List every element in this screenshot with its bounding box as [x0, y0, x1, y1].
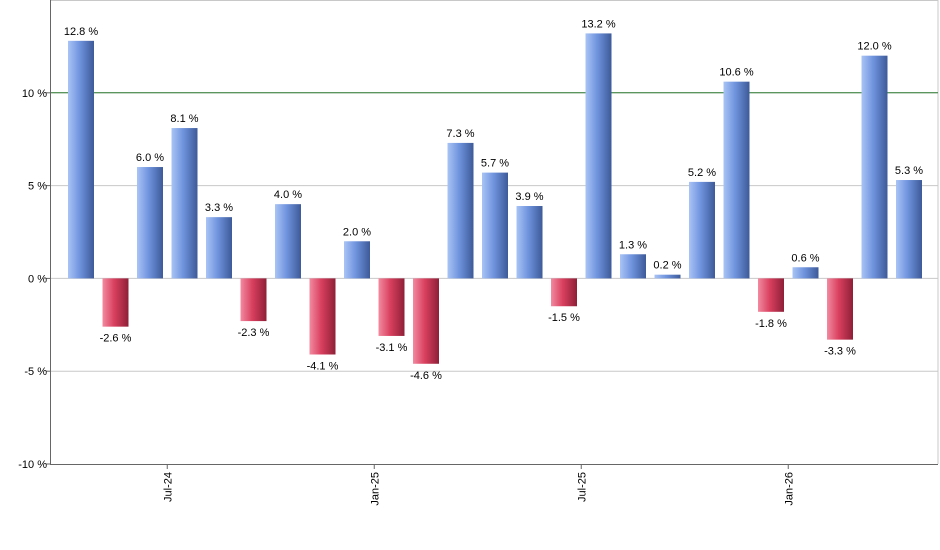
bar-value-label: 3.9 % — [515, 191, 543, 203]
bar-positive — [689, 181, 715, 279]
bar-positive — [896, 180, 922, 279]
bar-positive — [620, 254, 646, 279]
bar-positive — [516, 206, 543, 279]
bar-positive — [206, 217, 232, 279]
bar-value-label: -1.8 % — [755, 318, 787, 330]
x-tick-label: Jul-25 — [576, 472, 588, 502]
bar-value-label: 7.3 % — [446, 128, 474, 140]
bar-negative — [309, 278, 336, 355]
bar-value-label: 2.0 % — [343, 226, 371, 238]
bar-negative — [378, 278, 405, 336]
bar-negative — [551, 278, 577, 307]
x-tick-label: Jan-26 — [783, 472, 795, 506]
bar-negative — [758, 278, 784, 312]
bar-value-label: -3.3 % — [824, 346, 856, 358]
x-tick-label: Jul-24 — [162, 472, 174, 502]
bar-value-label: 5.3 % — [895, 165, 923, 177]
bar-value-label: -4.1 % — [307, 360, 339, 372]
bar-value-label: -2.6 % — [100, 333, 132, 345]
bar-value-label: 0.6 % — [791, 252, 819, 264]
bar-value-label: 5.2 % — [688, 167, 716, 179]
bar-value-label: 12.8 % — [64, 26, 98, 38]
bar-positive — [447, 142, 474, 279]
bar-value-label: 6.0 % — [136, 152, 164, 164]
bar-value-label: 5.7 % — [481, 158, 509, 170]
y-tick-label: -10 % — [18, 459, 47, 471]
bar-negative — [240, 278, 267, 322]
bar-positive — [171, 128, 198, 279]
bar-value-label: 0.2 % — [653, 260, 681, 272]
bar-negative — [827, 278, 853, 340]
bar-value-label: 12.0 % — [857, 41, 891, 53]
y-tick-label: -5 % — [24, 366, 47, 378]
bar-positive — [723, 81, 750, 279]
bar-value-label: -3.1 % — [376, 342, 408, 354]
bar-positive — [68, 40, 94, 279]
data-labels: 12.8 % -2.6 % 6.0 % 8.1 % 3.3 % -2.3 % 4.0 % -4… — [64, 18, 923, 381]
y-tick-label: 10 % — [22, 88, 47, 100]
bar-positive — [275, 204, 301, 279]
y-tick-label: 0 % — [28, 273, 47, 285]
bar-value-label: 10.6 % — [719, 67, 753, 79]
bar-positive — [792, 267, 819, 279]
bar-value-label: 8.1 % — [170, 113, 198, 125]
bar-positive — [654, 274, 681, 279]
y-tick-label: 5 % — [28, 181, 47, 193]
bar-value-label: 3.3 % — [205, 202, 233, 214]
bar-positive — [585, 33, 612, 279]
bar-value-label: -1.5 % — [548, 312, 580, 324]
bar-positive — [861, 55, 888, 279]
bar-positive — [344, 241, 370, 279]
bar-value-label: 13.2 % — [581, 18, 615, 30]
bar-value-label: -2.3 % — [238, 327, 270, 339]
bar-value-label: -4.6 % — [410, 370, 442, 382]
bars — [68, 33, 922, 364]
bar-negative — [413, 278, 439, 364]
bar-positive — [482, 172, 508, 279]
bar-value-label: 1.3 % — [619, 239, 647, 251]
bar-positive — [137, 167, 163, 279]
axes: -10 % -5 % 0 % 5 % 10 % Jul-24 Jan-25 Jul-25 Jan… — [18, 0, 938, 506]
x-tick-label: Jan-25 — [369, 472, 381, 506]
bar-negative — [102, 278, 129, 327]
bar-value-label: 4.0 % — [274, 189, 302, 201]
